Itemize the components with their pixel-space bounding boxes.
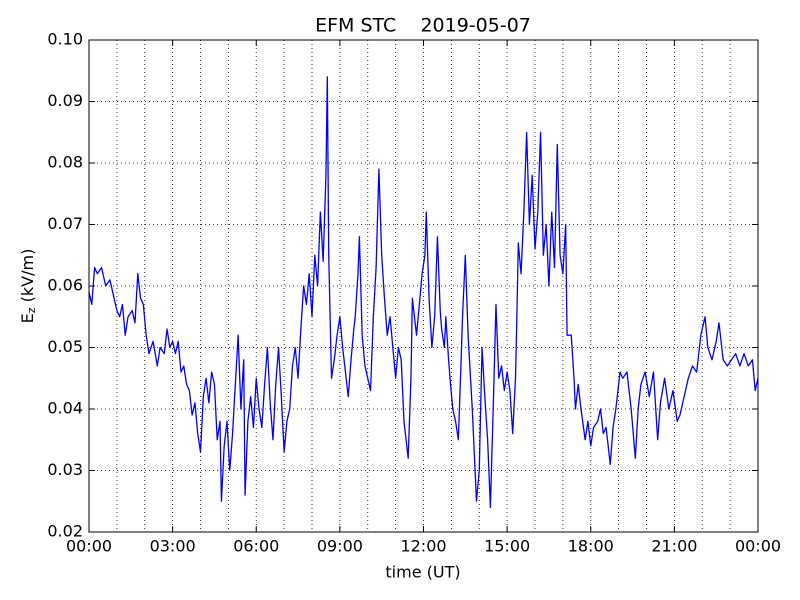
y-tick-label: 0.06	[47, 276, 83, 295]
plot-layer: 0.02 0.03 0.04 0.05 0.06 0.07 0.08 0.09 0.10 00:0…	[47, 30, 781, 556]
x-tick-label: 09:00	[317, 537, 363, 556]
x-tick-label: 06:00	[233, 537, 279, 556]
x-tick-label: 21:00	[651, 537, 697, 556]
x-tick-label: 00:00	[66, 537, 112, 556]
chart-title: EFM STC 2019-05-07	[315, 15, 531, 37]
y-tick-label: 0.10	[47, 30, 83, 49]
x-tick-label: 03:00	[150, 537, 196, 556]
y-tick-label: 0.04	[47, 399, 83, 418]
plot-frame	[88, 39, 759, 533]
y-tick-label: 0.03	[47, 460, 83, 479]
y-tick-label: 0.09	[47, 91, 83, 110]
y-axis-label-unit: (kV/m)	[18, 249, 37, 308]
x-tick-label: 12:00	[400, 537, 446, 556]
y-tick-label: 0.07	[47, 214, 83, 233]
y-tick-label: 0.05	[47, 337, 83, 356]
y-tick-label: 0.08	[47, 153, 83, 172]
y-tick-label: 0.02	[47, 522, 83, 541]
y-axis-label-subscript: z	[25, 307, 38, 313]
x-tick-label: 00:00	[735, 537, 781, 556]
x-tick-label: 18:00	[568, 537, 614, 556]
y-axis-label-base: E	[18, 313, 37, 323]
y-axis-label: Ez (kV/m)	[18, 249, 39, 324]
x-axis-label: time (UT)	[385, 563, 460, 582]
x-tick-label: 15:00	[484, 537, 530, 556]
data-line	[88, 76, 759, 509]
